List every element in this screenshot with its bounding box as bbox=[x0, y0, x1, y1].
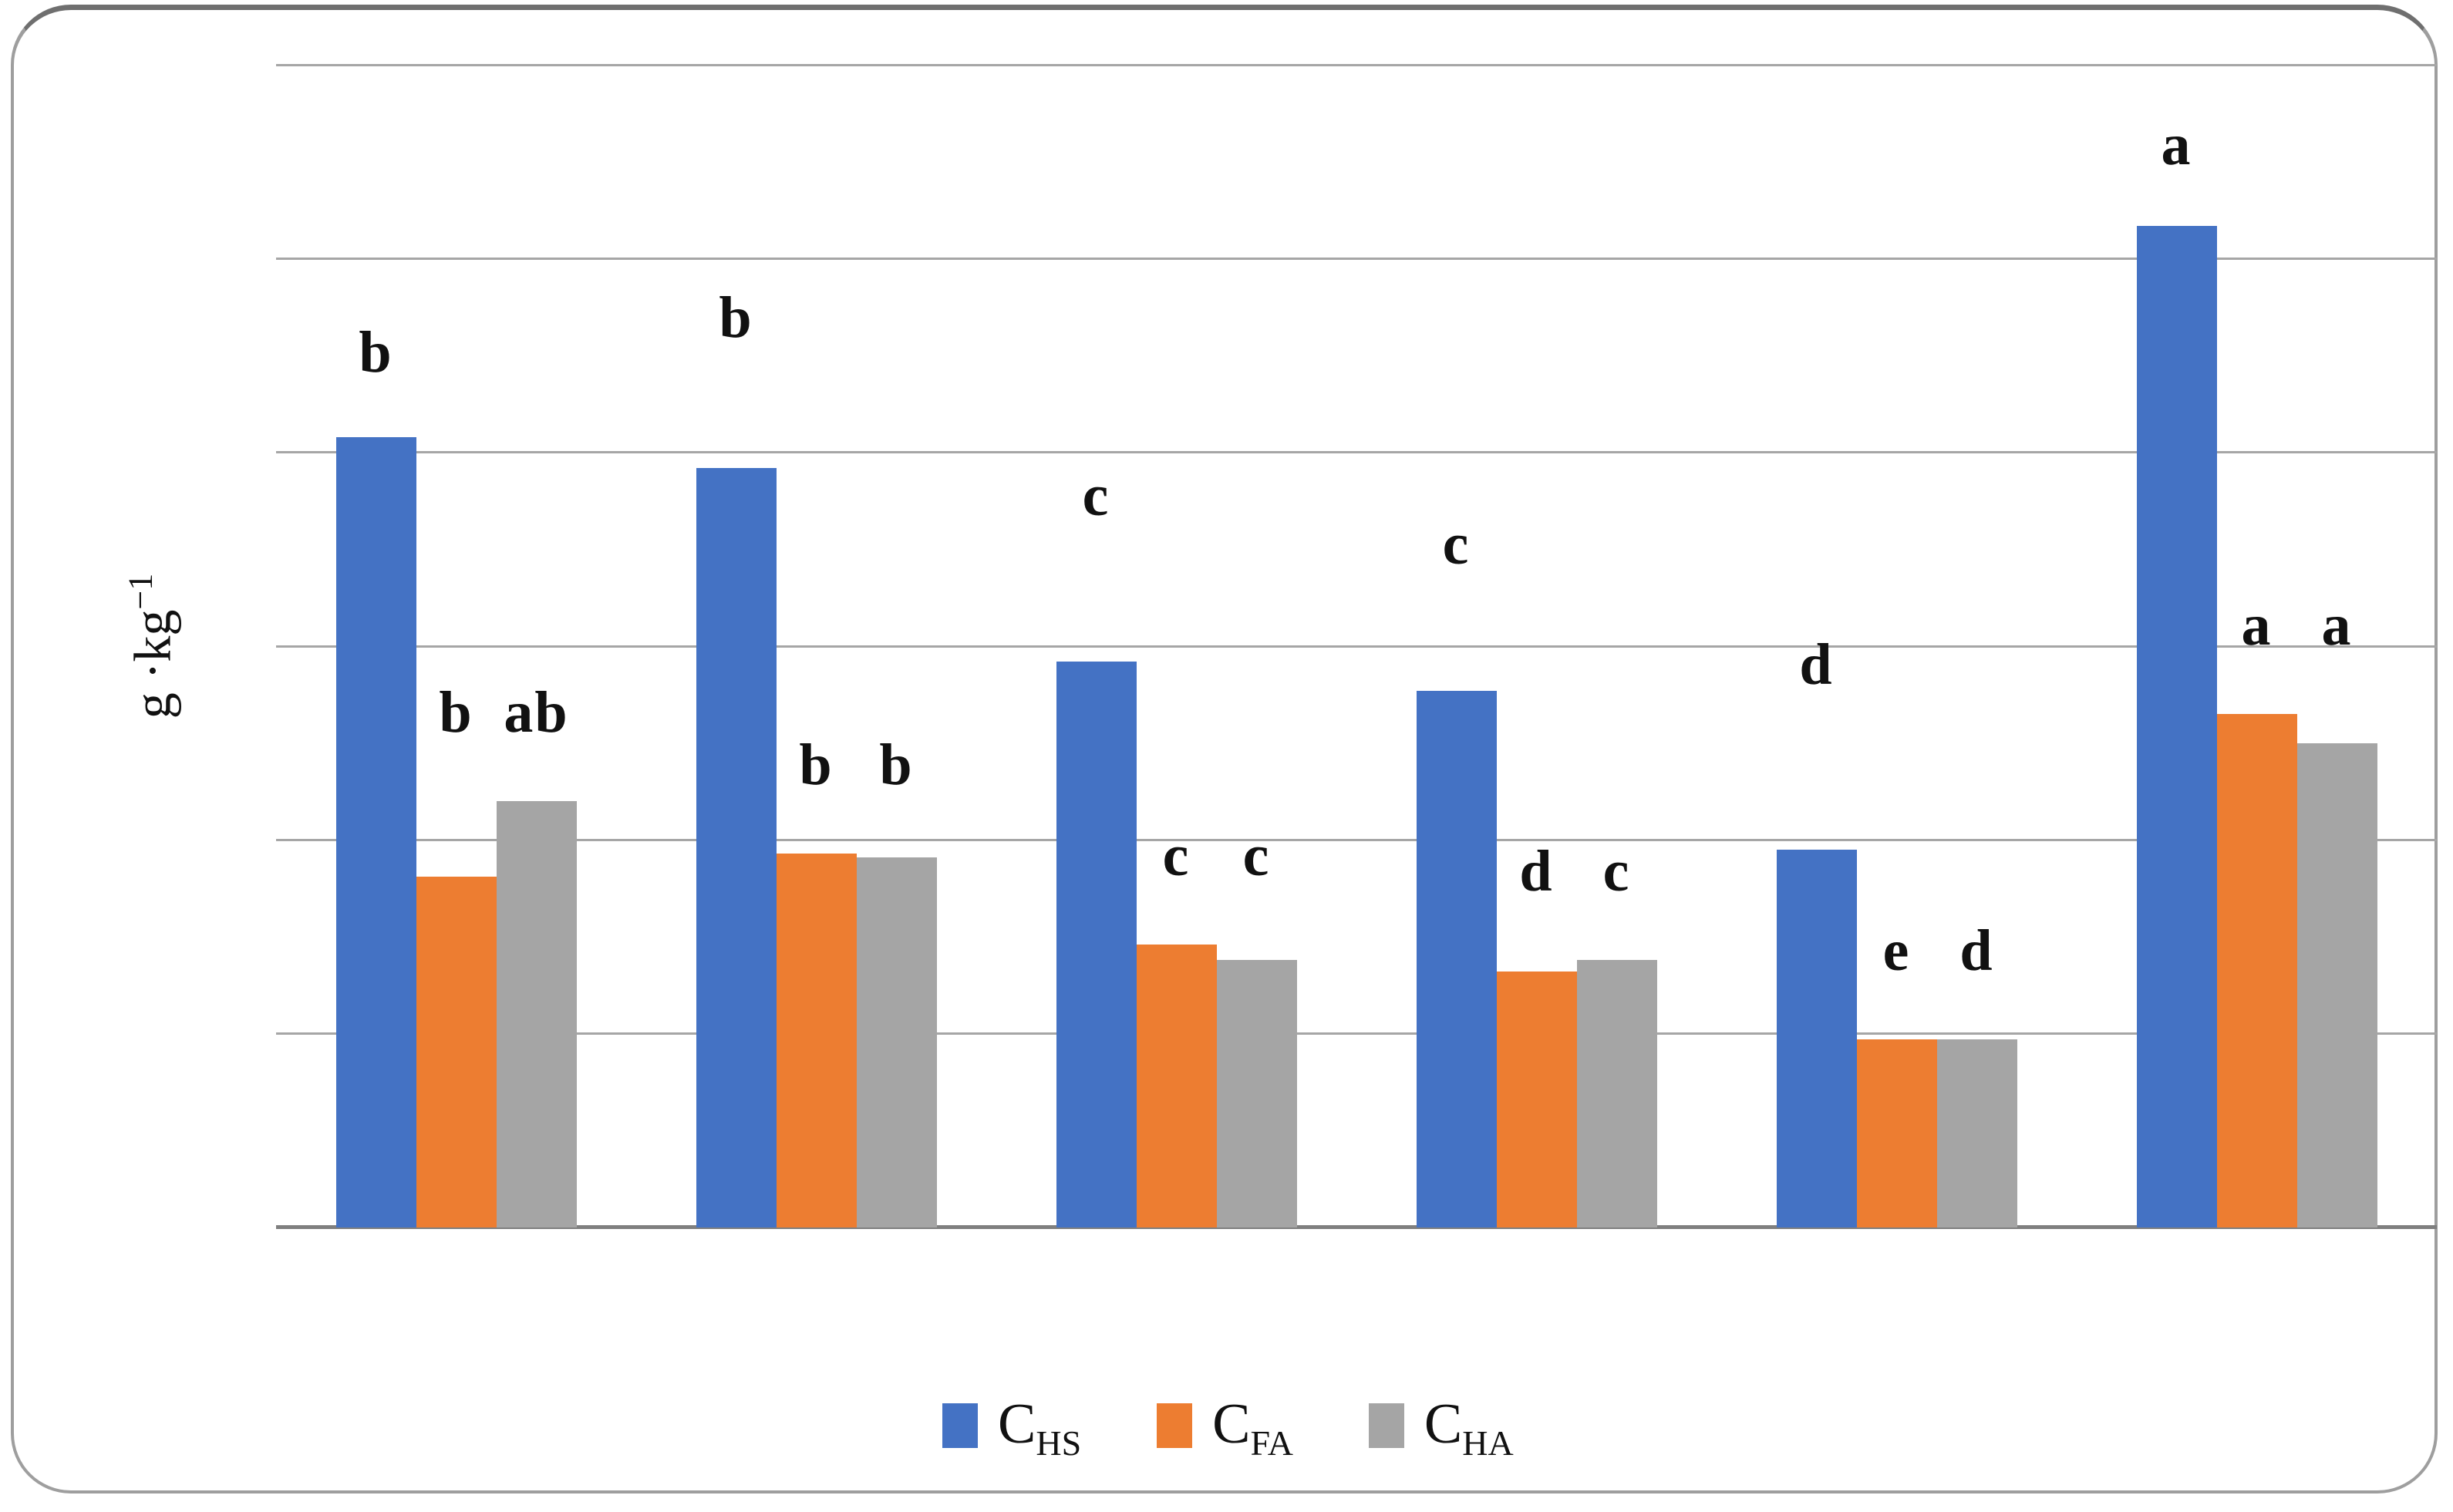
gridline bbox=[276, 63, 2437, 66]
significance-letter: c bbox=[1162, 823, 1191, 889]
bar-chs-group4 bbox=[1416, 690, 1497, 1227]
bar-chs-group3 bbox=[1056, 662, 1137, 1227]
legend-swatch-cfa-icon bbox=[1157, 1403, 1193, 1448]
legend-label-cha: CHA bbox=[1424, 1392, 1514, 1463]
bar-cfa-group3 bbox=[1136, 945, 1217, 1227]
significance-letter: c bbox=[1242, 823, 1271, 889]
legend-item-chs: CHS bbox=[942, 1392, 1081, 1475]
bar-cha-group4 bbox=[1576, 960, 1657, 1227]
significance-letter: b bbox=[359, 319, 393, 385]
bar-cfa-group2 bbox=[776, 853, 857, 1227]
gridline bbox=[276, 1032, 2437, 1036]
gridline bbox=[276, 451, 2437, 454]
significance-letter: c bbox=[1082, 463, 1110, 529]
bar-cha-group1 bbox=[496, 801, 577, 1227]
legend-item-cha: CHA bbox=[1368, 1392, 1514, 1475]
plot-area: b b ab b b b c c c c d c d e d a a a bbox=[276, 63, 2437, 1229]
gridline bbox=[276, 645, 2437, 648]
bar-cfa-group4 bbox=[1496, 972, 1577, 1227]
legend: CHS CFA CHA bbox=[942, 1392, 1514, 1475]
bar-cha-group3 bbox=[1216, 960, 1297, 1227]
bar-cha-group6 bbox=[2296, 743, 2377, 1227]
significance-letter: d bbox=[1799, 631, 1834, 697]
bar-chs-group2 bbox=[696, 467, 777, 1227]
bar-cfa-group5 bbox=[1856, 1039, 1937, 1227]
significance-letter: b bbox=[799, 732, 834, 797]
bar-cha-group2 bbox=[856, 857, 937, 1227]
legend-swatch-cha-icon bbox=[1368, 1403, 1404, 1448]
significance-letter: ab bbox=[504, 680, 569, 746]
significance-letter: c bbox=[1602, 839, 1631, 904]
significance-letter: a bbox=[2241, 592, 2273, 658]
legend-label-cfa: CFA bbox=[1212, 1392, 1293, 1463]
legend-label-chs: CHS bbox=[998, 1392, 1082, 1463]
bar-cfa-group6 bbox=[2216, 713, 2297, 1227]
bar-chs-group5 bbox=[1776, 849, 1857, 1227]
significance-letter: b bbox=[879, 732, 914, 797]
bar-chs-group1 bbox=[335, 436, 416, 1227]
significance-letter: c bbox=[1442, 511, 1471, 577]
significance-letter: a bbox=[2161, 112, 2192, 177]
bar-cha-group5 bbox=[1936, 1039, 2017, 1227]
y-axis-label-exponent: −1 bbox=[121, 573, 160, 610]
y-axis-label: g ·kg−1 bbox=[121, 574, 184, 719]
legend-item-cfa: CFA bbox=[1157, 1392, 1293, 1475]
bar-cfa-group1 bbox=[416, 877, 497, 1227]
gridline bbox=[276, 257, 2437, 260]
legend-swatch-chs-icon bbox=[942, 1403, 978, 1448]
significance-letter: e bbox=[1882, 918, 1911, 984]
bar-chs-group6 bbox=[2136, 225, 2217, 1227]
y-axis-label-text: g ·kg bbox=[123, 609, 182, 719]
significance-letter: d bbox=[1959, 918, 1994, 984]
significance-letter: d bbox=[1519, 839, 1554, 904]
gridline bbox=[276, 838, 2437, 841]
significance-letter: b bbox=[439, 680, 473, 746]
significance-letter: a bbox=[2321, 592, 2353, 658]
significance-letter: b bbox=[719, 285, 753, 350]
x-axis-line bbox=[276, 1225, 2437, 1229]
